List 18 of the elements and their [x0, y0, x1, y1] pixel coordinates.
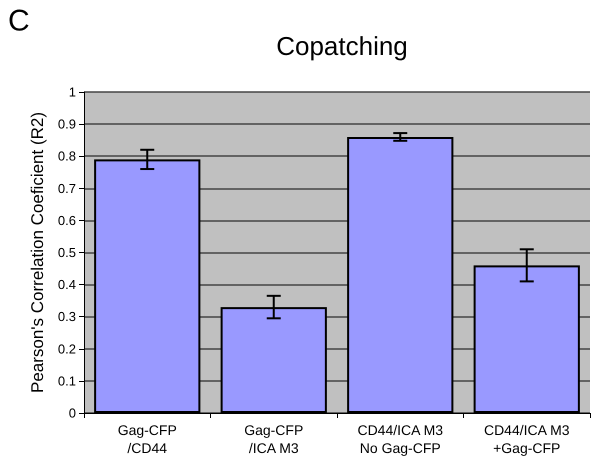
- y-tick-label: 0: [68, 406, 76, 420]
- y-tick-label: 0.3: [58, 309, 76, 324]
- y-tick-label: 0.5: [58, 245, 76, 260]
- x-tick-label: CD44/ICA M3 No Gag-CFP: [357, 422, 444, 456]
- chart-title: Copatching: [276, 31, 408, 61]
- y-tick-label: 0.8: [58, 148, 76, 164]
- y-tick-label: 0.9: [58, 116, 76, 132]
- y-tick-label: 0.2: [58, 341, 76, 356]
- y-tick-label: 0.4: [58, 277, 76, 292]
- y-tick-label: 0.7: [58, 180, 76, 196]
- y-tick-label: 0.6: [58, 212, 76, 228]
- y-tick-label: 1: [68, 84, 76, 100]
- y-tick-label: 0.1: [58, 373, 76, 388]
- text: C: [8, 4, 30, 38]
- x-tick-label: Gag-CFP /ICA M3: [244, 422, 304, 456]
- x-tick-label: Gag-CFP /CD44: [118, 422, 177, 456]
- x-tick-label: CD44/ICA M3 +Gag-CFP: [484, 422, 570, 456]
- y-axis-title: Pearson's Correlation Coeficient (R2): [28, 112, 47, 394]
